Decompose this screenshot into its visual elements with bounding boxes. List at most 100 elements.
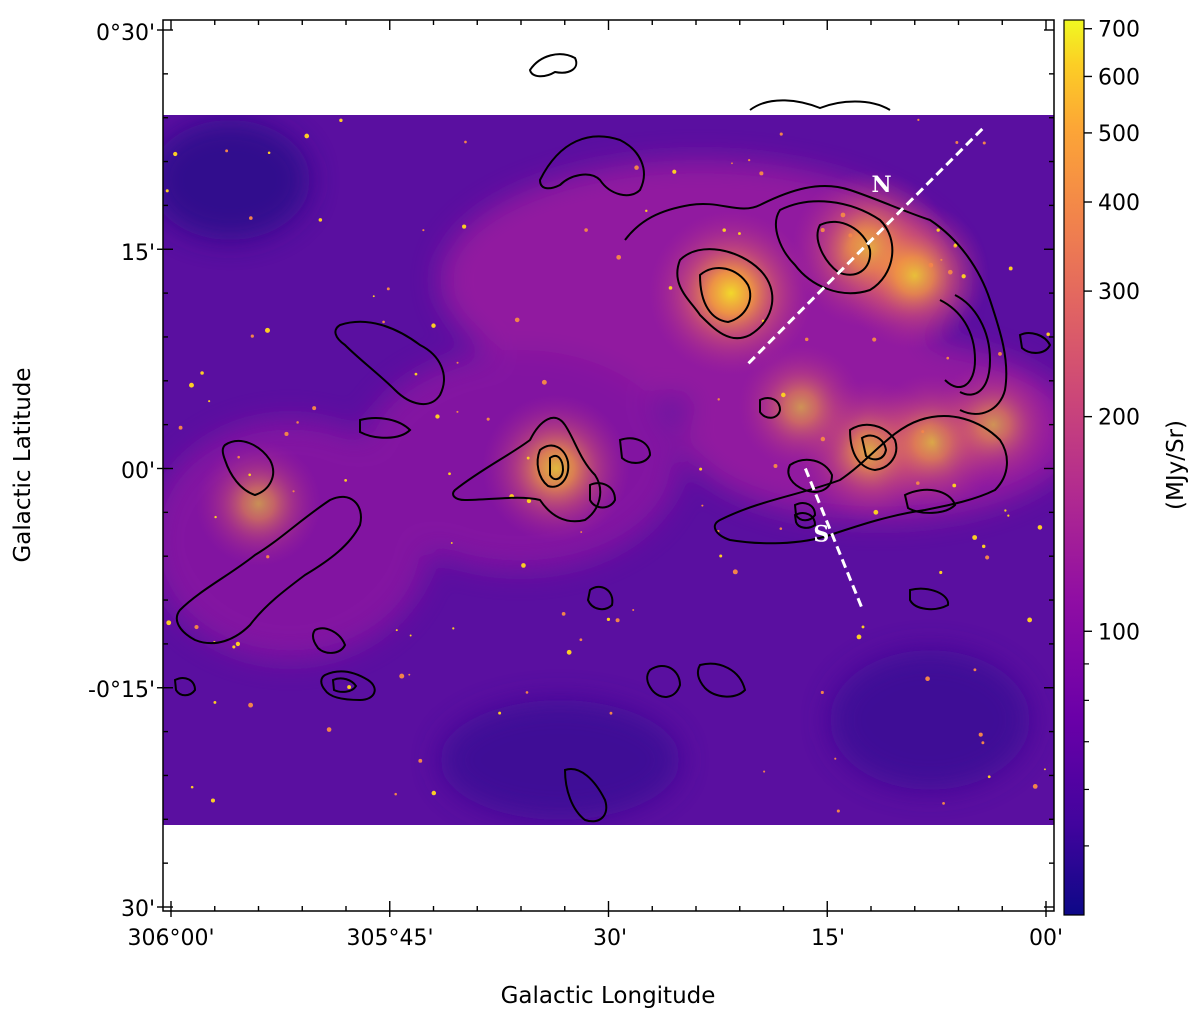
contour <box>816 220 872 276</box>
bright-region <box>738 344 864 471</box>
point-source <box>952 483 957 488</box>
point-source <box>1004 509 1007 512</box>
point-source <box>408 673 411 676</box>
point-source <box>1046 332 1050 337</box>
point-source <box>486 417 490 421</box>
point-source <box>248 702 254 708</box>
contour <box>749 99 891 111</box>
point-source <box>645 209 648 213</box>
point-source <box>296 421 299 424</box>
x-tick-label: 15' <box>811 926 845 951</box>
point-source <box>955 141 959 144</box>
point-source <box>1008 266 1013 271</box>
point-source <box>448 472 451 476</box>
point-source <box>1037 525 1043 530</box>
point-source <box>840 212 846 218</box>
point-source <box>395 629 398 632</box>
point-source <box>820 228 825 233</box>
point-source <box>235 641 241 647</box>
point-source <box>414 372 418 376</box>
y-tick-label: 0°30' <box>96 21 155 46</box>
bright-region <box>930 361 1054 488</box>
contour <box>624 184 1008 415</box>
y-tick-label: -0°15' <box>88 678 155 703</box>
cut-label: N <box>871 172 891 198</box>
point-source <box>759 171 764 176</box>
contour <box>1018 332 1052 354</box>
contour <box>698 266 752 324</box>
point-source <box>942 802 945 805</box>
contour <box>793 512 817 529</box>
contour <box>528 53 578 78</box>
contour <box>359 417 412 439</box>
point-source <box>779 132 783 136</box>
point-source <box>566 649 572 655</box>
contour <box>320 670 376 702</box>
point-source <box>848 233 853 238</box>
point-source <box>761 319 765 323</box>
point-source <box>166 620 172 626</box>
point-source <box>248 473 251 477</box>
colorbar-label: (MJy/Sr) <box>1163 420 1189 510</box>
point-source <box>973 668 977 672</box>
point-source <box>284 431 289 437</box>
point-source <box>249 216 253 220</box>
point-source <box>820 690 824 695</box>
point-source <box>634 165 639 170</box>
point-source <box>409 634 412 637</box>
point-source <box>265 327 270 333</box>
point-source <box>525 691 529 694</box>
point-source <box>981 544 986 549</box>
point-source <box>719 554 723 558</box>
y-tick-label: 30' <box>121 897 155 922</box>
point-source <box>435 414 440 419</box>
point-source <box>717 398 720 401</box>
x-tick-label: 305°45' <box>346 926 433 951</box>
point-source <box>318 218 323 222</box>
cuts-layer: NS <box>747 125 986 610</box>
intensity-contours <box>173 53 1052 823</box>
point-source <box>461 224 467 229</box>
contour <box>954 294 992 396</box>
x-axis-title: Galactic Longitude <box>501 983 716 1009</box>
y-tick-labels: 0°30' 15' 00' -0°15' 30' <box>88 21 155 922</box>
point-source <box>194 625 199 630</box>
point-source <box>266 555 270 559</box>
point-source <box>208 400 211 403</box>
point-source <box>526 456 530 460</box>
point-source <box>237 455 240 459</box>
point-source <box>936 228 940 232</box>
point-source <box>668 286 673 290</box>
point-source <box>386 287 390 291</box>
contour <box>848 423 898 472</box>
point-source <box>431 323 436 328</box>
colorbar-tick-label: 300 <box>1098 280 1140 305</box>
point-source <box>326 727 332 732</box>
point-source <box>940 258 943 261</box>
point-source <box>514 317 520 323</box>
point-source <box>820 436 826 442</box>
point-source <box>947 269 953 275</box>
cut-line <box>803 467 864 610</box>
point-source <box>372 295 375 298</box>
point-source <box>339 118 343 123</box>
contour <box>793 502 817 522</box>
contour <box>586 585 614 611</box>
point-source <box>804 337 809 342</box>
point-source <box>210 798 216 803</box>
axis-ticks <box>157 20 1054 917</box>
point-source <box>579 638 583 642</box>
point-source <box>456 410 459 413</box>
x-tick-label: 306°00' <box>127 926 214 951</box>
colorbar-tick-label: 600 <box>1098 65 1140 90</box>
point-source <box>521 563 526 568</box>
point-source <box>961 274 966 279</box>
colorbar-tick-label: 500 <box>1098 122 1140 147</box>
contour <box>563 768 608 823</box>
point-source <box>347 685 352 690</box>
contour <box>549 454 565 481</box>
dark-patch-s <box>440 700 680 820</box>
point-source <box>225 149 229 153</box>
contour <box>173 677 197 697</box>
colorbar-tick-label: 700 <box>1098 18 1140 43</box>
